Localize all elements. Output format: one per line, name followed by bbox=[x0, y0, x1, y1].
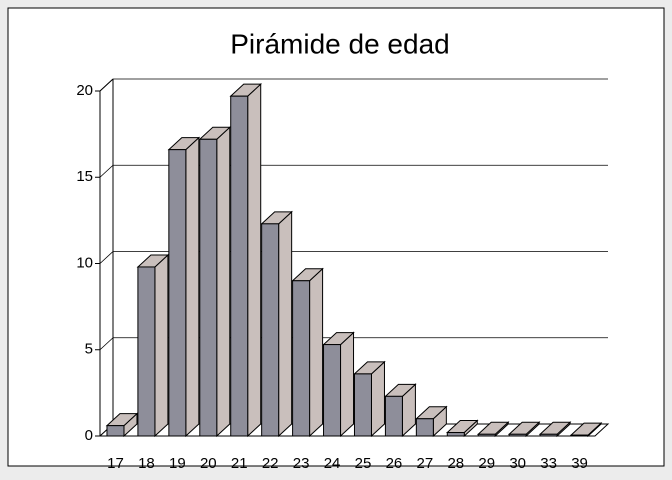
bar bbox=[353, 360, 386, 438]
bar bbox=[229, 83, 262, 438]
bar-front bbox=[477, 433, 496, 437]
grid-diagonal bbox=[99, 251, 114, 264]
x-tick-label: 27 bbox=[417, 455, 434, 472]
x-tick-label: 26 bbox=[386, 455, 403, 472]
x-tick-label: 18 bbox=[138, 455, 155, 472]
bar-front bbox=[292, 280, 311, 437]
bar-front bbox=[230, 95, 249, 437]
x-tick-label: 23 bbox=[293, 455, 310, 472]
bar-side bbox=[278, 210, 293, 438]
x-tick-label: 22 bbox=[262, 455, 279, 472]
bar-side bbox=[309, 267, 324, 438]
bar bbox=[446, 419, 479, 438]
x-tick-label: 39 bbox=[571, 455, 588, 472]
bar-front bbox=[415, 418, 434, 437]
x-tick-label: 19 bbox=[169, 455, 186, 472]
bar-front bbox=[539, 433, 558, 437]
bar bbox=[167, 136, 201, 438]
bar bbox=[291, 267, 324, 438]
bar bbox=[260, 210, 293, 438]
bar bbox=[415, 405, 448, 438]
y-tick-label: 0 bbox=[85, 427, 93, 444]
bar bbox=[322, 331, 355, 438]
x-tick-label: 24 bbox=[324, 455, 341, 472]
bar-front bbox=[323, 344, 342, 437]
bar-front bbox=[384, 395, 403, 437]
bar-side bbox=[370, 360, 385, 438]
bar-side bbox=[340, 331, 355, 438]
x-tick-label: 29 bbox=[478, 455, 495, 472]
bar bbox=[507, 421, 541, 438]
bar-front bbox=[137, 266, 156, 437]
x-tick-label: 25 bbox=[355, 455, 372, 472]
bar bbox=[476, 421, 510, 438]
bar-front bbox=[168, 149, 187, 437]
x-tick-label: 20 bbox=[200, 455, 217, 472]
bar-front bbox=[508, 433, 527, 437]
bar bbox=[136, 253, 170, 438]
bar bbox=[538, 421, 572, 438]
bar-front bbox=[570, 434, 589, 437]
bar-side bbox=[216, 126, 231, 438]
x-tick-label: 28 bbox=[447, 455, 464, 472]
bar bbox=[384, 383, 417, 438]
bar bbox=[198, 126, 232, 438]
x-tick-label: 30 bbox=[509, 455, 526, 472]
y-tick-label: 15 bbox=[76, 168, 93, 185]
y-tick-label: 5 bbox=[85, 341, 93, 358]
x-tick-label: 17 bbox=[107, 455, 124, 472]
grid-diagonal bbox=[99, 337, 114, 351]
grid-diagonal bbox=[99, 164, 114, 178]
y-tick-label: 10 bbox=[76, 254, 93, 271]
x-tick-label: 21 bbox=[231, 455, 248, 472]
x-tick-label: 33 bbox=[540, 455, 557, 472]
bar-front bbox=[261, 223, 280, 437]
bar-front bbox=[106, 425, 125, 437]
bar bbox=[105, 412, 139, 438]
bar bbox=[569, 421, 603, 438]
bar-front bbox=[353, 373, 372, 437]
chart-title: Pirámide de edad bbox=[230, 28, 449, 59]
grid-diagonal bbox=[99, 78, 114, 92]
bar-side bbox=[247, 83, 262, 438]
y-tick-label: 20 bbox=[76, 82, 93, 99]
bar-side bbox=[154, 253, 169, 438]
bar-side bbox=[185, 136, 200, 438]
bar-front bbox=[446, 432, 465, 437]
bar-front bbox=[199, 138, 218, 437]
